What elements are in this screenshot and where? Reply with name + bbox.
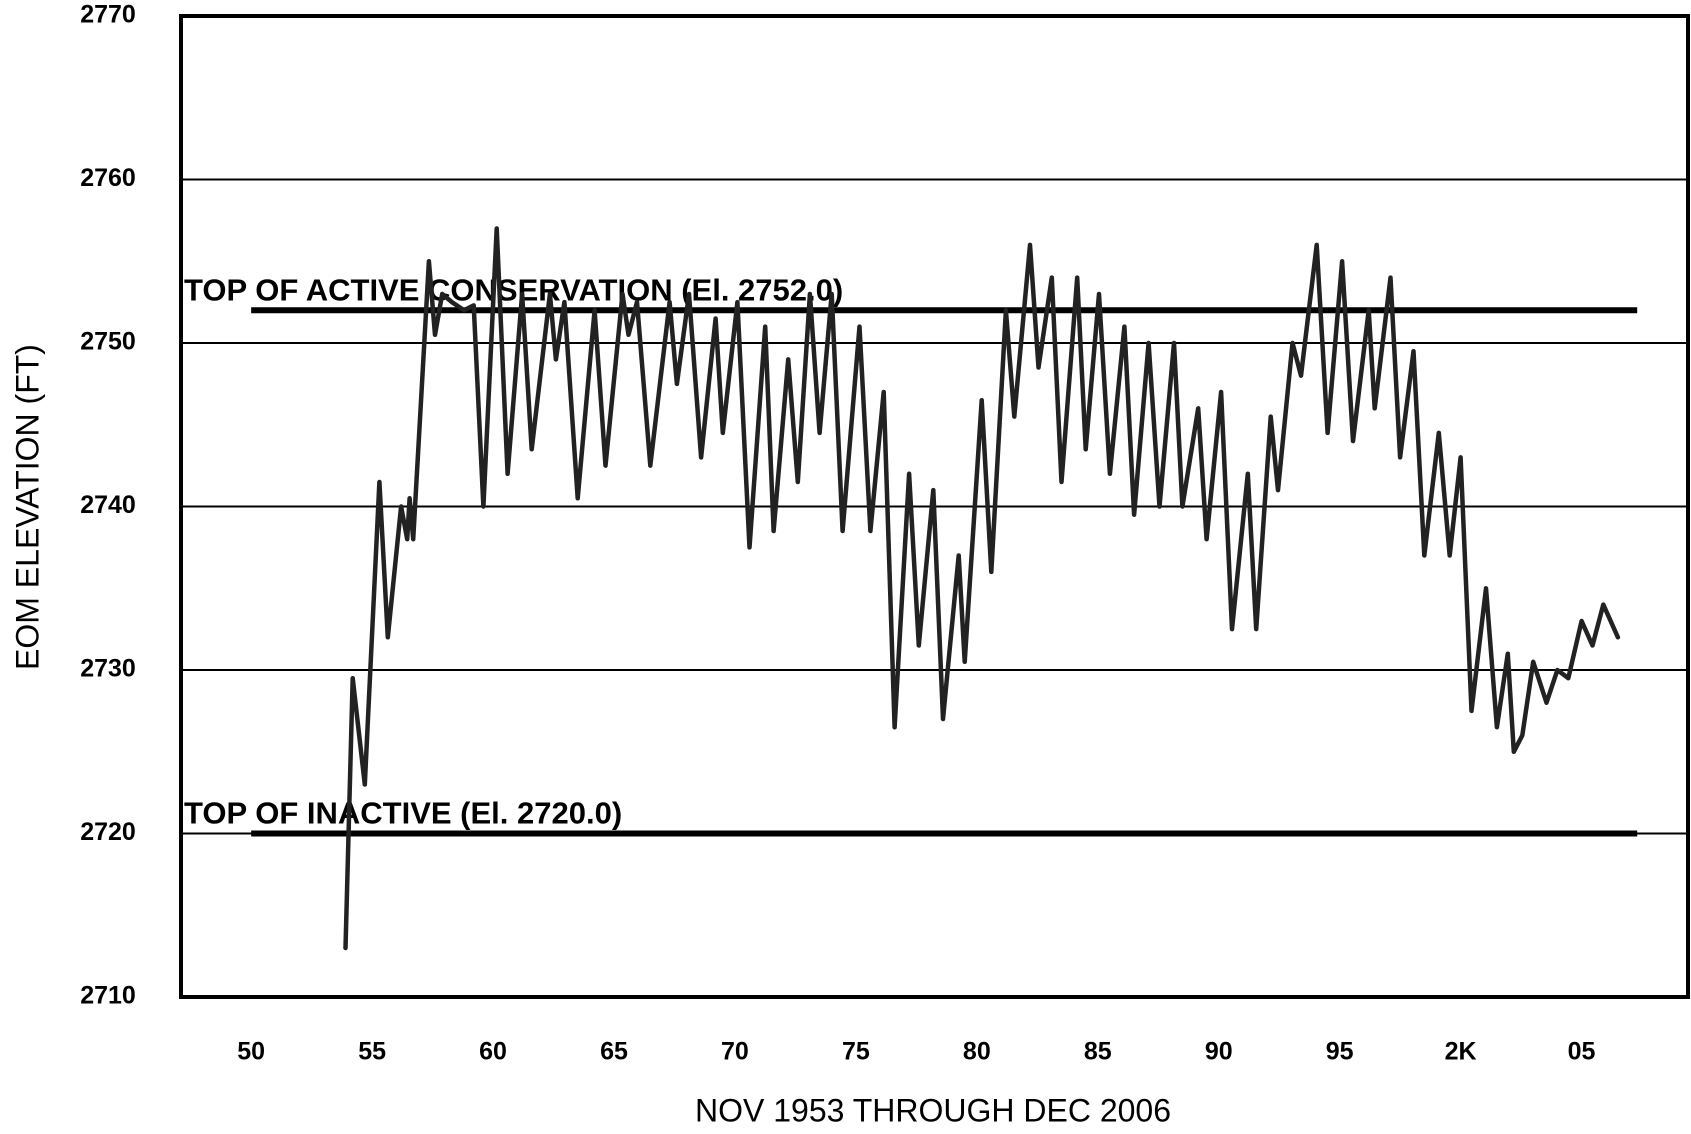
x-tick-label: 70 [721, 1038, 749, 1066]
x-tick-label: 90 [1205, 1038, 1233, 1066]
x-tick-label: 2K [1445, 1038, 1477, 1066]
x-tick-label: 65 [600, 1038, 628, 1066]
x-tick-label: 50 [237, 1038, 265, 1066]
y-tick-label: 2760 [80, 164, 136, 192]
data-line [343, 226, 1621, 951]
y-axis-title: EOM ELEVATION (FT) [9, 344, 45, 670]
x-axis-title: NOV 1953 THROUGH DEC 2006 [695, 1092, 1171, 1128]
x-tick-label: 55 [358, 1038, 386, 1066]
x-tick-label: 05 [1568, 1038, 1596, 1066]
reference-label: TOP OF ACTIVE CONSERVATION (El. 2752.0) [184, 272, 843, 307]
y-tick-label: 2770 [80, 1, 136, 29]
y-tick-label: 2740 [80, 491, 136, 519]
x-tick-label: 75 [842, 1038, 870, 1066]
y-tick-label: 2750 [80, 328, 136, 356]
x-tick-label: 60 [479, 1038, 507, 1066]
y-tick-label: 2710 [80, 982, 136, 1010]
x-tick-label: 95 [1326, 1038, 1354, 1066]
plot-frame [179, 14, 1690, 999]
reference-label: TOP OF INACTIVE (El. 2720.0) [184, 796, 622, 831]
x-tick-label: 80 [963, 1038, 991, 1066]
y-tick-label: 2720 [80, 818, 136, 846]
y-tick-label: 2730 [80, 655, 136, 683]
x-tick-label: 85 [1084, 1038, 1112, 1066]
